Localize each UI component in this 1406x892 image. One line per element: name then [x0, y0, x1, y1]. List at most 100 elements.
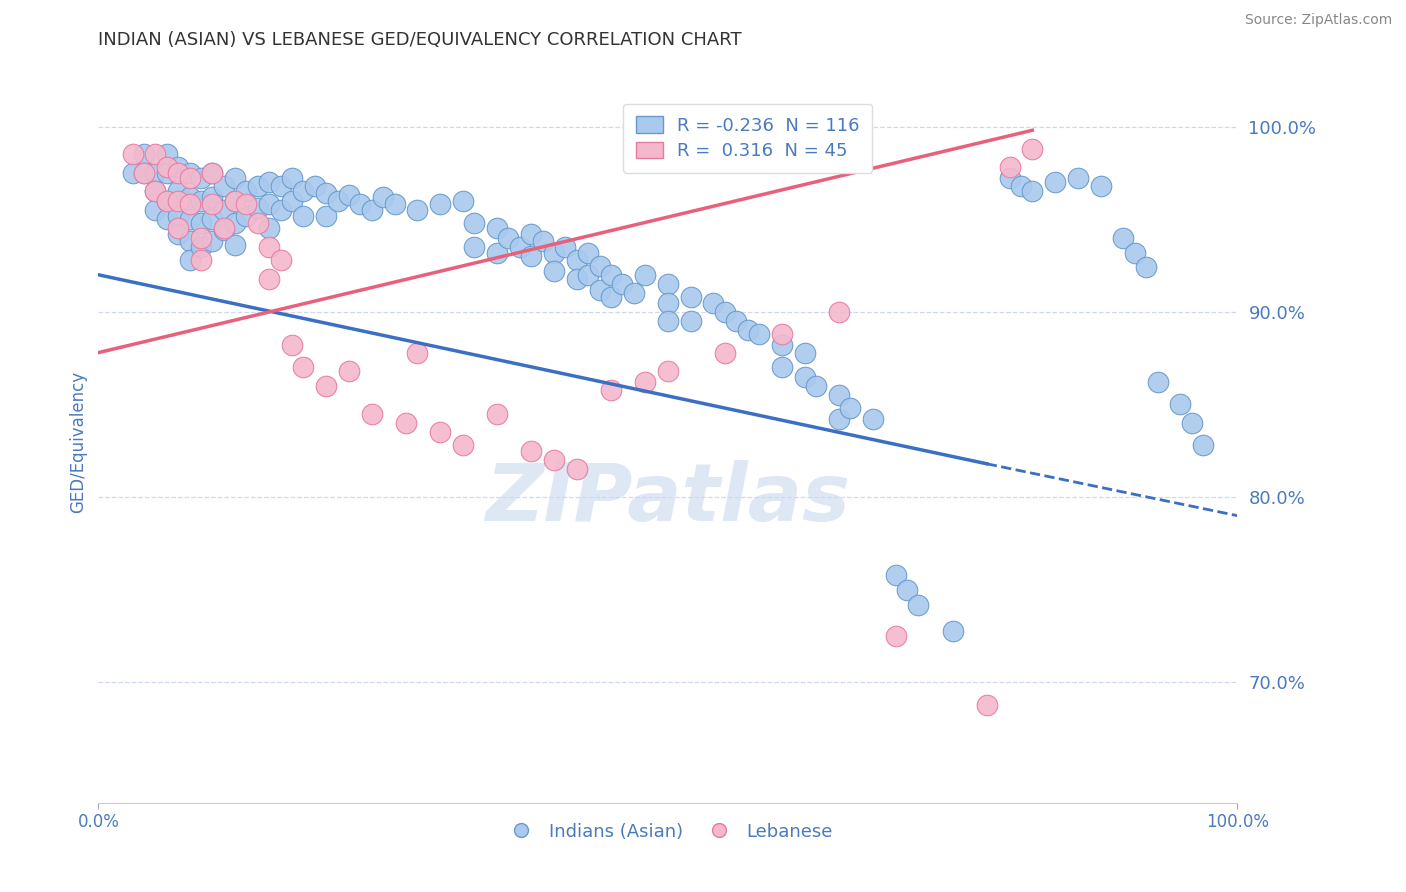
- Point: [281, 338, 304, 352]
- Point: [270, 202, 292, 217]
- Text: INDIAN (ASIAN) VS LEBANESE GED/EQUIVALENCY CORRELATION CHART: INDIAN (ASIAN) VS LEBANESE GED/EQUIVALEN…: [98, 31, 742, 49]
- Point: [804, 379, 827, 393]
- Point: [145, 202, 167, 217]
- Point: [588, 259, 610, 273]
- Point: [259, 221, 281, 235]
- Point: [862, 412, 884, 426]
- Point: [679, 290, 702, 304]
- Point: [565, 271, 588, 285]
- Point: [212, 202, 235, 217]
- Point: [179, 197, 201, 211]
- Point: [281, 171, 304, 186]
- Point: [600, 268, 623, 282]
- Point: [600, 290, 623, 304]
- Point: [543, 245, 565, 260]
- Point: [554, 240, 576, 254]
- Point: [132, 147, 155, 161]
- Point: [520, 443, 543, 458]
- Point: [429, 425, 451, 440]
- Point: [337, 364, 360, 378]
- Point: [156, 194, 179, 208]
- Point: [634, 268, 657, 282]
- Point: [121, 147, 143, 161]
- Point: [190, 194, 212, 208]
- Point: [451, 438, 474, 452]
- Point: [167, 185, 190, 199]
- Point: [907, 598, 929, 612]
- Point: [156, 212, 179, 227]
- Point: [657, 364, 679, 378]
- Point: [463, 216, 485, 230]
- Point: [179, 190, 201, 204]
- Point: [201, 190, 224, 204]
- Point: [702, 295, 724, 310]
- Point: [657, 277, 679, 291]
- Point: [463, 240, 485, 254]
- Point: [179, 252, 201, 267]
- Point: [451, 194, 474, 208]
- Point: [337, 188, 360, 202]
- Point: [156, 147, 179, 161]
- Point: [498, 231, 520, 245]
- Point: [224, 238, 246, 252]
- Point: [270, 178, 292, 193]
- Point: [770, 360, 793, 375]
- Point: [531, 235, 554, 249]
- Point: [292, 209, 315, 223]
- Point: [748, 327, 770, 342]
- Point: [132, 166, 155, 180]
- Point: [190, 216, 212, 230]
- Point: [395, 416, 418, 430]
- Point: [259, 240, 281, 254]
- Point: [259, 175, 281, 189]
- Point: [1010, 178, 1032, 193]
- Point: [770, 338, 793, 352]
- Point: [179, 235, 201, 249]
- Point: [998, 161, 1021, 175]
- Point: [1090, 178, 1112, 193]
- Point: [486, 407, 509, 421]
- Point: [167, 166, 190, 180]
- Point: [212, 223, 235, 237]
- Point: [259, 197, 281, 211]
- Point: [145, 185, 167, 199]
- Point: [714, 305, 737, 319]
- Point: [224, 216, 246, 230]
- Text: ZIPatlas: ZIPatlas: [485, 460, 851, 539]
- Point: [657, 314, 679, 328]
- Point: [725, 314, 748, 328]
- Point: [315, 379, 337, 393]
- Point: [828, 305, 851, 319]
- Point: [543, 453, 565, 467]
- Point: [1135, 260, 1157, 275]
- Point: [1112, 231, 1135, 245]
- Point: [793, 345, 815, 359]
- Point: [167, 221, 190, 235]
- Text: Source: ZipAtlas.com: Source: ZipAtlas.com: [1244, 13, 1392, 28]
- Point: [167, 209, 190, 223]
- Point: [1146, 376, 1168, 390]
- Point: [201, 212, 224, 227]
- Point: [623, 286, 645, 301]
- Point: [167, 227, 190, 241]
- Point: [145, 185, 167, 199]
- Point: [657, 295, 679, 310]
- Point: [201, 166, 224, 180]
- Point: [737, 323, 759, 337]
- Point: [839, 401, 862, 416]
- Point: [259, 271, 281, 285]
- Point: [201, 197, 224, 211]
- Point: [224, 171, 246, 186]
- Point: [793, 369, 815, 384]
- Point: [179, 166, 201, 180]
- Point: [315, 186, 337, 201]
- Point: [543, 264, 565, 278]
- Point: [1067, 171, 1090, 186]
- Point: [1123, 245, 1146, 260]
- Point: [235, 185, 257, 199]
- Point: [156, 166, 179, 180]
- Point: [270, 252, 292, 267]
- Legend: Indians (Asian), Lebanese: Indians (Asian), Lebanese: [496, 815, 839, 848]
- Point: [201, 166, 224, 180]
- Point: [190, 240, 212, 254]
